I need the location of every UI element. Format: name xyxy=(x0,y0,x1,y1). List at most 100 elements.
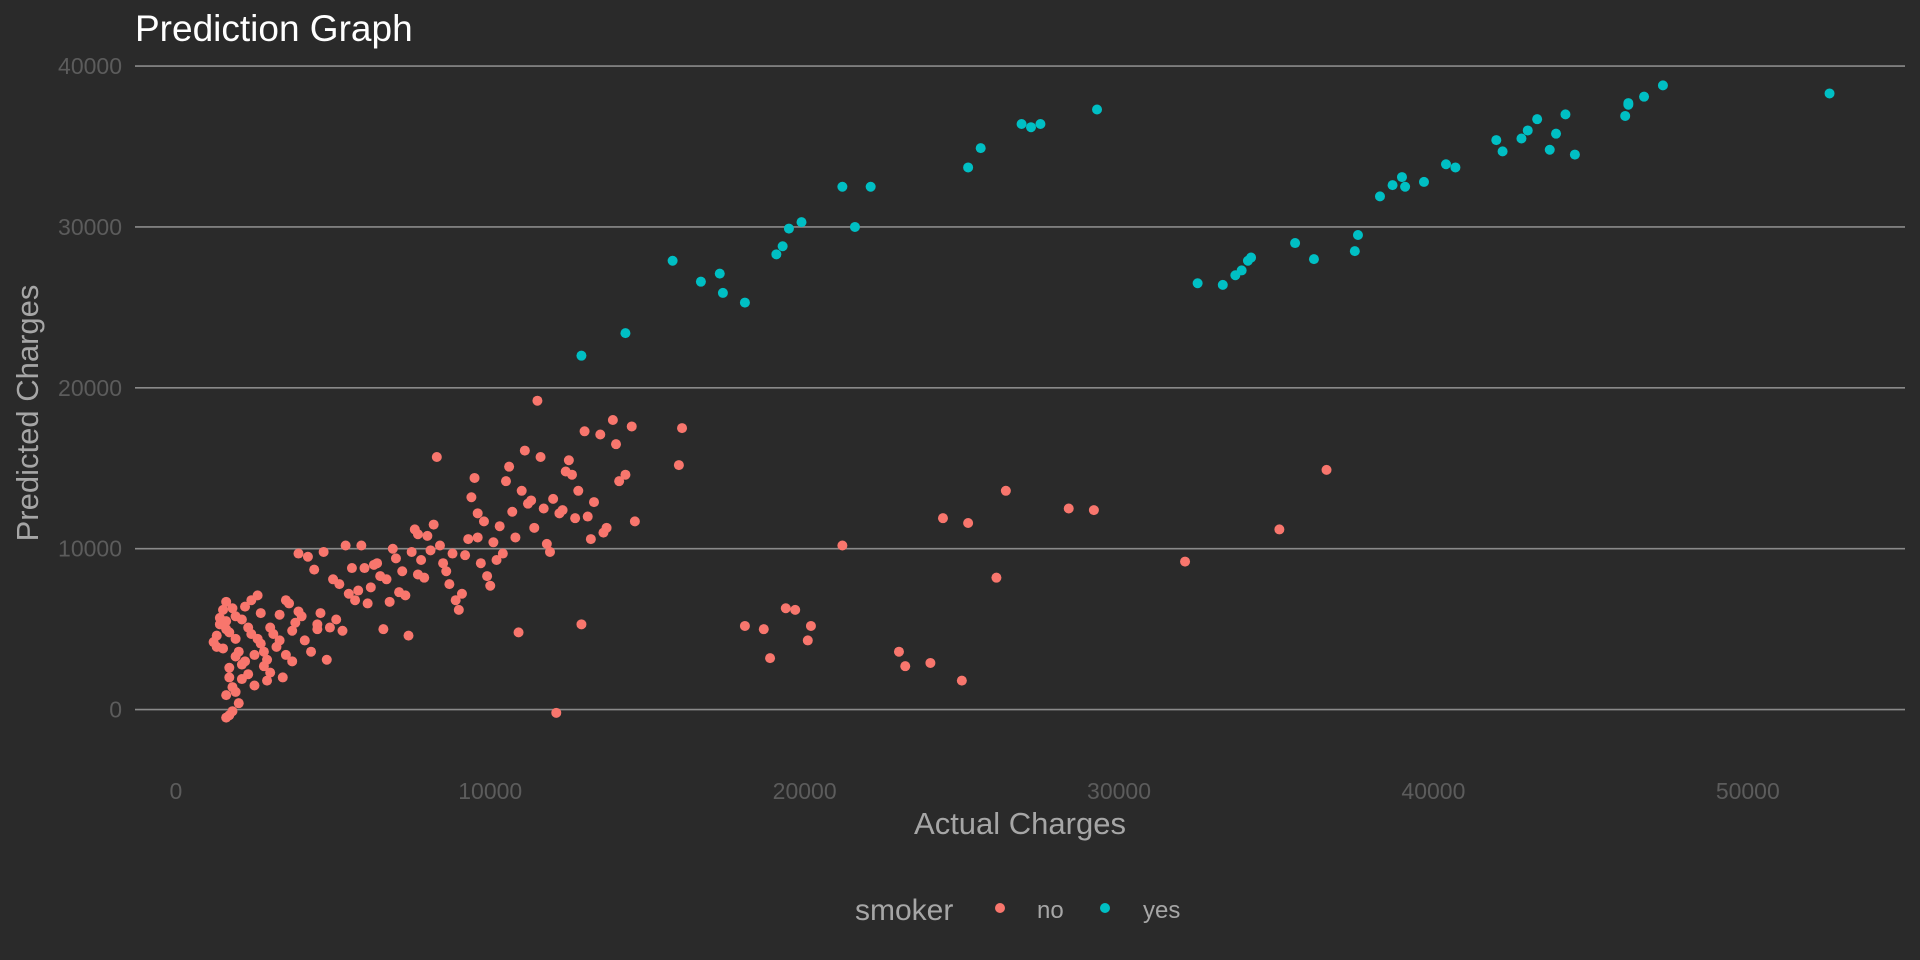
data-point-yes xyxy=(1639,91,1650,102)
data-point-no xyxy=(491,554,502,565)
data-point-no xyxy=(221,596,232,607)
data-point-yes xyxy=(1450,162,1461,173)
data-point-yes xyxy=(837,181,848,192)
data-point-no xyxy=(739,620,750,631)
data-point-yes xyxy=(1522,125,1533,136)
data-point-no xyxy=(438,558,449,569)
data-point-no xyxy=(306,646,317,657)
data-point-no xyxy=(510,532,521,543)
data-point-no xyxy=(287,625,298,636)
data-point-no xyxy=(535,452,546,463)
data-point-no xyxy=(337,625,348,636)
data-point-no xyxy=(963,517,974,528)
data-point-yes xyxy=(1035,119,1046,130)
data-point-no xyxy=(394,587,405,598)
legend-no-label: no xyxy=(1037,897,1064,924)
data-point-no xyxy=(456,588,467,599)
data-point-yes xyxy=(849,221,860,232)
data-point-no xyxy=(397,566,408,577)
data-point-yes xyxy=(975,143,986,154)
data-point-no xyxy=(390,553,401,564)
data-point-no xyxy=(277,672,288,683)
data-point-no xyxy=(258,646,269,657)
data-point-yes xyxy=(1623,98,1634,109)
data-point-no xyxy=(513,627,524,638)
data-point-no xyxy=(673,460,684,471)
data-point-no xyxy=(579,426,590,437)
data-point-yes xyxy=(620,328,631,339)
data-point-no xyxy=(1321,464,1332,475)
data-point-no xyxy=(519,445,530,456)
data-point-no xyxy=(353,585,364,596)
data-point-yes xyxy=(783,223,794,234)
data-point-no xyxy=(563,455,574,466)
data-point-no xyxy=(378,624,389,635)
data-point-no xyxy=(585,534,596,545)
data-point-no xyxy=(573,485,584,496)
data-point-no xyxy=(309,564,320,575)
data-point-no xyxy=(224,627,235,638)
data-point-no xyxy=(280,649,291,660)
data-point-no xyxy=(293,548,304,559)
data-point-yes xyxy=(1192,278,1203,289)
axis-ticks: 0 10000 20000 30000 40000 0 10000 20000 30000 400… xyxy=(58,53,1780,804)
data-point-yes xyxy=(1418,176,1429,187)
data-point-no xyxy=(224,672,235,683)
data-point-no xyxy=(780,603,791,614)
data-point-yes xyxy=(1657,80,1668,91)
data-point-no xyxy=(274,635,285,646)
data-point-no xyxy=(284,598,295,609)
data-point-no xyxy=(925,657,936,668)
data-point-no xyxy=(551,707,562,718)
data-point-no xyxy=(1000,485,1011,496)
data-point-no xyxy=(607,415,618,426)
data-point-no xyxy=(211,641,222,652)
data-point-yes xyxy=(1551,128,1562,139)
data-point-yes xyxy=(963,162,974,173)
data-point-no xyxy=(538,503,549,514)
data-point-no xyxy=(343,588,354,599)
data-point-no xyxy=(315,608,326,619)
data-point-no xyxy=(472,508,483,519)
data-point-no xyxy=(412,569,423,580)
data-point-yes xyxy=(1349,246,1360,257)
data-point-no xyxy=(422,530,433,541)
data-point-no xyxy=(334,579,345,590)
data-point-no xyxy=(274,609,285,620)
data-point-no xyxy=(554,508,565,519)
data-point-no xyxy=(233,698,244,709)
data-point-yes xyxy=(1374,191,1385,202)
data-point-yes xyxy=(1569,149,1580,160)
data-point-yes xyxy=(796,217,807,228)
data-point-no xyxy=(350,595,361,606)
x-axis-title: Actual Charges xyxy=(914,806,1126,841)
data-point-no xyxy=(230,686,241,697)
data-point-yes xyxy=(1396,172,1407,183)
data-point-no xyxy=(249,680,260,691)
data-point-no xyxy=(302,551,313,562)
x-tick-label: 10000 xyxy=(458,778,522,804)
data-point-no xyxy=(331,614,342,625)
data-point-no xyxy=(463,534,474,545)
data-point-no xyxy=(626,421,637,432)
data-point-no xyxy=(1063,503,1074,514)
data-point-no xyxy=(255,608,266,619)
legend-no-marker xyxy=(995,903,1005,913)
data-point-no xyxy=(268,628,279,639)
data-point-yes xyxy=(1440,159,1451,170)
data-point-no xyxy=(494,521,505,532)
data-point-yes xyxy=(1016,119,1027,130)
data-point-yes xyxy=(1544,144,1555,155)
data-point-yes xyxy=(1246,252,1257,263)
data-point-no xyxy=(236,614,247,625)
legend-title: smoker xyxy=(855,894,953,927)
data-point-no xyxy=(620,469,631,480)
data-point-no xyxy=(541,538,552,549)
data-point-yes xyxy=(1290,238,1301,249)
data-point-no xyxy=(381,574,392,585)
legend-yes-marker xyxy=(1100,903,1110,913)
data-point-yes xyxy=(1497,146,1508,157)
legend-yes-label: yes xyxy=(1143,897,1180,924)
data-point-no xyxy=(240,601,251,612)
